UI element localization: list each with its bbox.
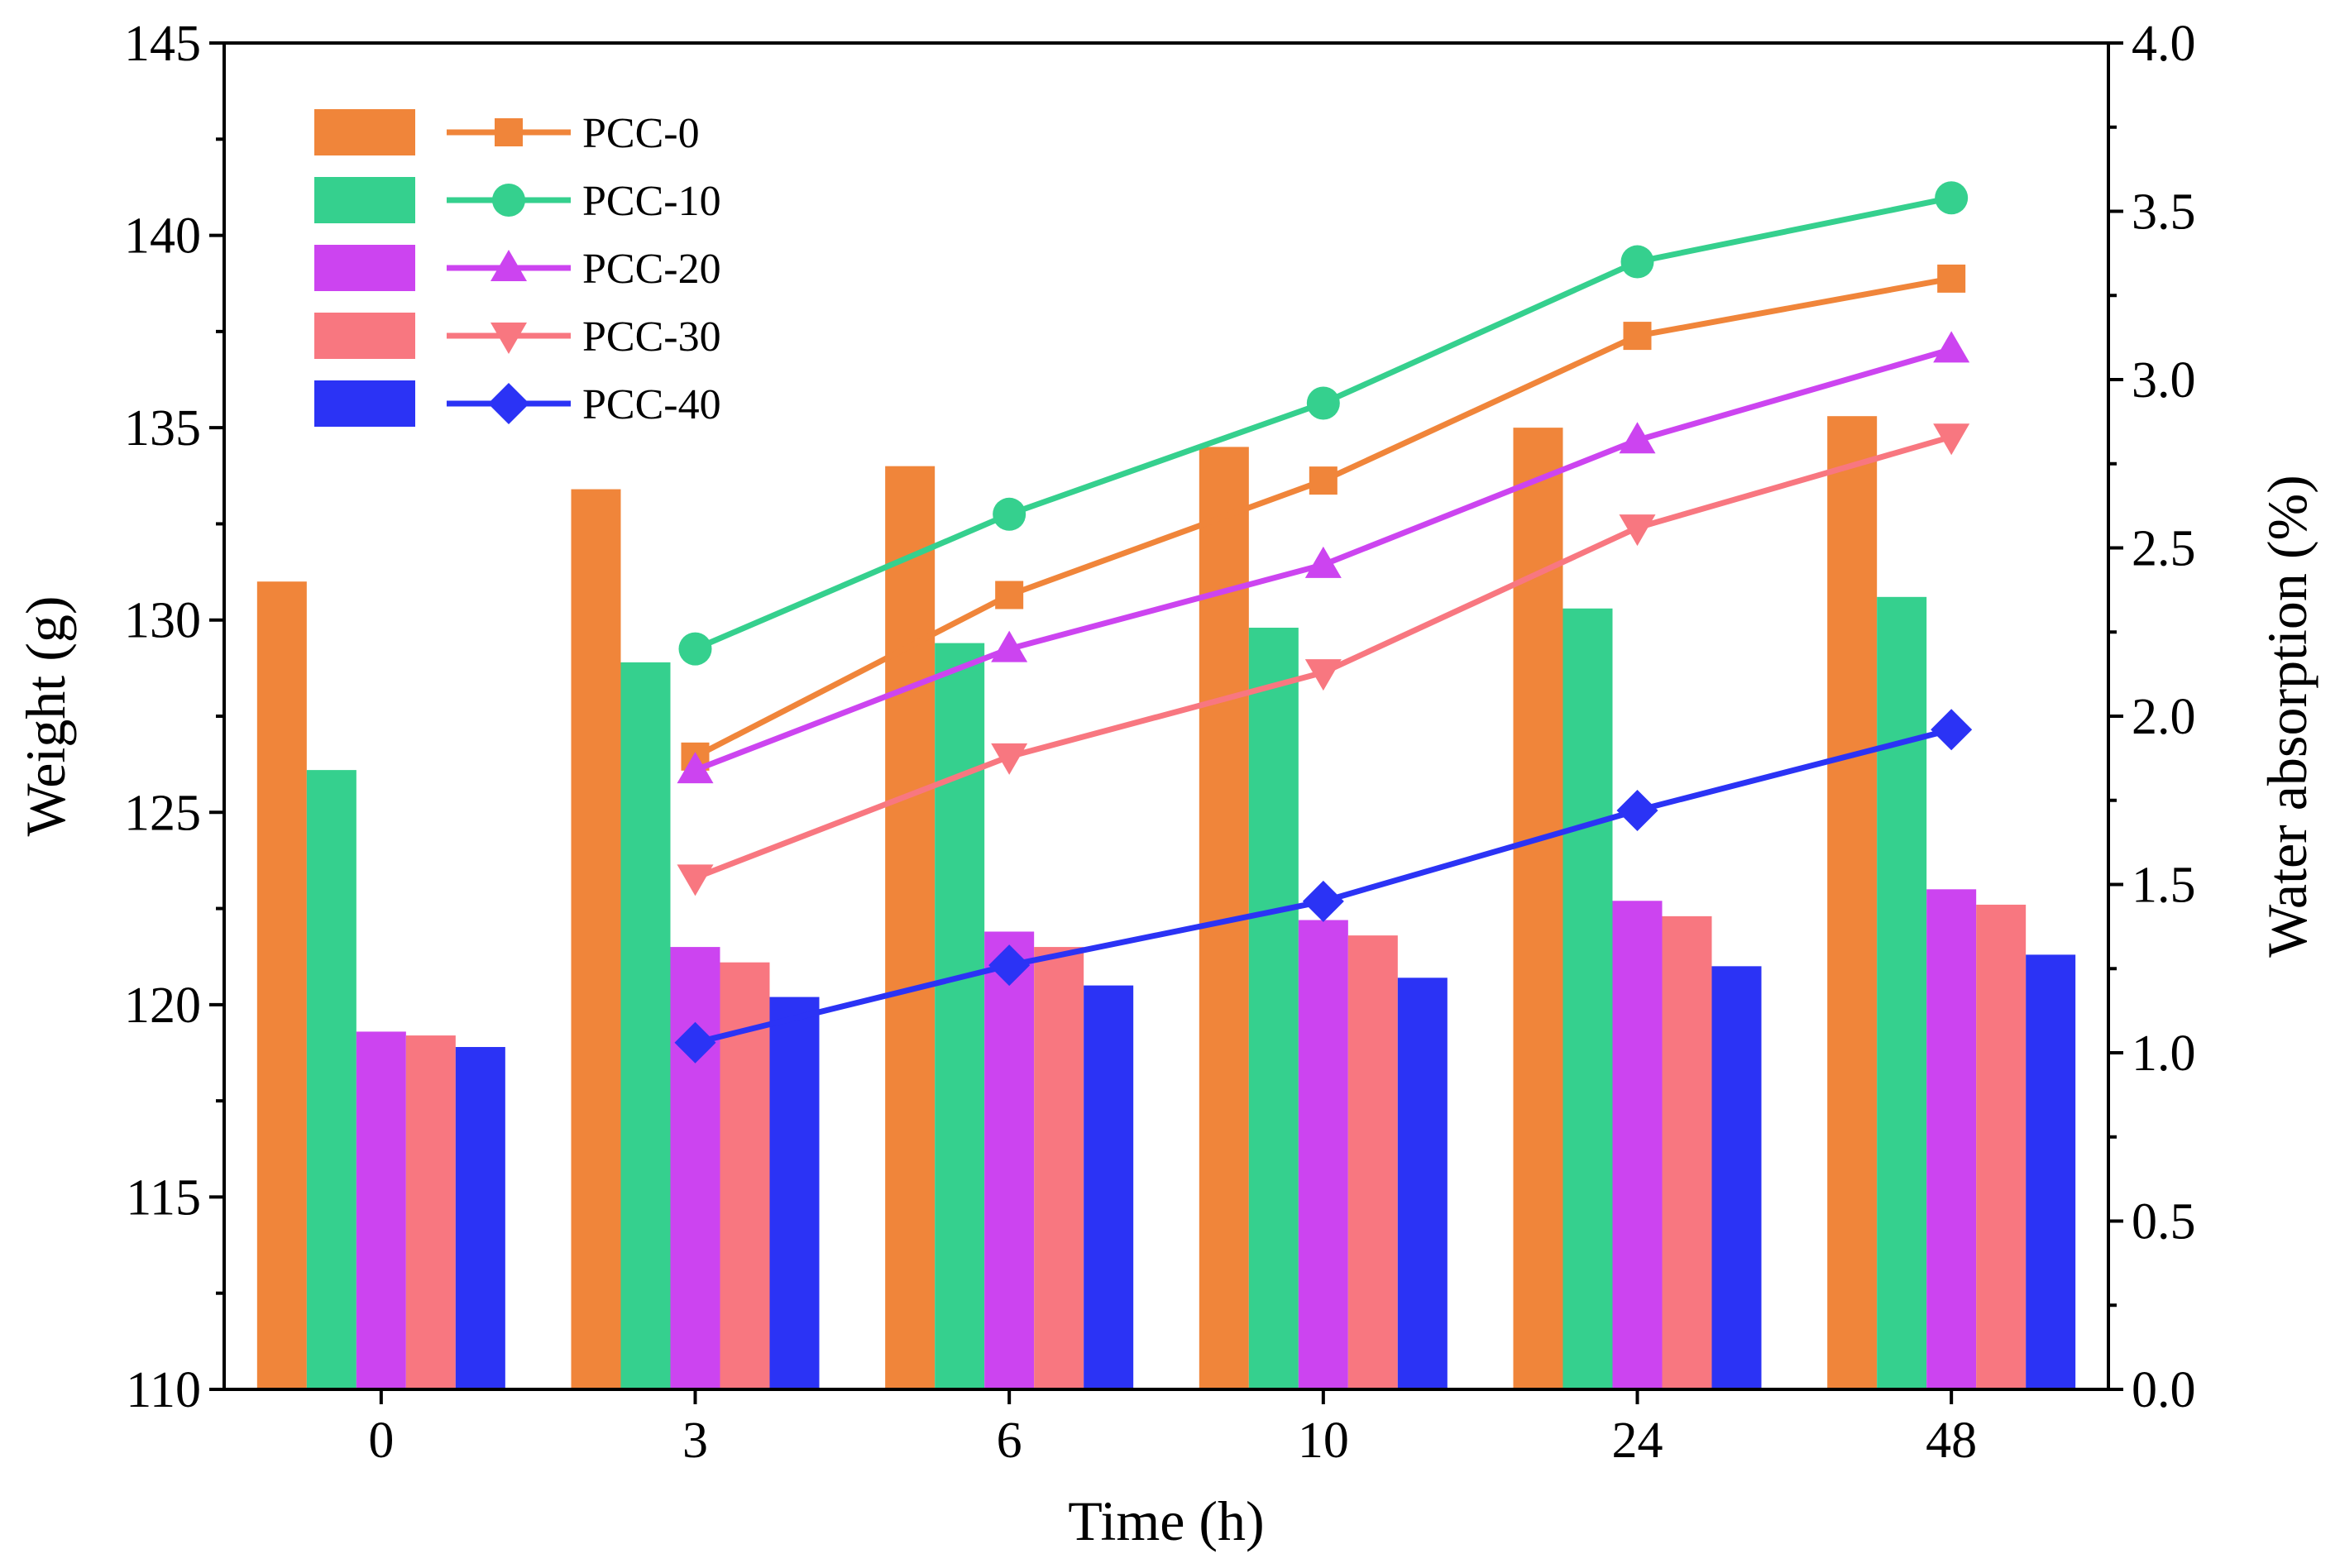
y-axis-left-title: Weight (g) <box>14 596 77 837</box>
point-pcc-10-t6 <box>993 497 1026 531</box>
bar-pcc-30-t24 <box>1662 915 1712 1389</box>
point-pcc-40-t10 <box>1302 880 1344 922</box>
line-pcc-10 <box>694 194 1952 652</box>
point-pcc-0-t10 <box>1309 466 1337 495</box>
legend-label-pcc-10: PCC-10 <box>582 178 721 225</box>
bar-pcc-30-t48 <box>1976 904 2027 1389</box>
legend-label-pcc-40: PCC-40 <box>582 381 721 428</box>
point-pcc-20-t6 <box>991 630 1028 662</box>
y-right-tick-label: 0.0 <box>2132 1362 2196 1418</box>
bar-layer <box>256 416 2076 1390</box>
legend: PCC-0 PCC-10 PCC-20 PCC-30 PCC-40 <box>314 109 721 428</box>
y-left-tick-label: 115 <box>126 1169 201 1226</box>
y-left-tick-label: 140 <box>124 208 201 265</box>
x-tick-label: 3 <box>682 1413 708 1469</box>
point-pcc-20-t3 <box>677 752 714 784</box>
point-pcc-40-t48 <box>1931 709 1973 751</box>
legend-bar-swatch-pcc-20 <box>314 245 415 291</box>
point-pcc-40-t24 <box>1616 789 1658 831</box>
point-pcc-20-t10 <box>1304 546 1342 578</box>
legend-marker-pcc-0 <box>495 118 523 146</box>
point-pcc-0-t6 <box>995 581 1024 610</box>
y-right-tick-label: 3.0 <box>2132 352 2196 409</box>
bar-pcc-20-t10 <box>1298 920 1348 1389</box>
bar-pcc-40-t24 <box>1711 966 1762 1389</box>
legend-marker-pcc-10 <box>492 184 525 217</box>
point-pcc-10-t3 <box>678 632 712 666</box>
y-left-tick-label: 110 <box>126 1362 201 1418</box>
bar-pcc-40-t0 <box>455 1047 505 1389</box>
point-pcc-40-t6 <box>988 944 1031 987</box>
y-left-tick-label: 130 <box>124 593 201 649</box>
point-pcc-30-t48 <box>1933 423 1970 456</box>
point-pcc-30-t10 <box>1304 659 1342 691</box>
legend-marker-pcc-30 <box>490 323 527 354</box>
x-tick-label: 48 <box>1926 1413 1977 1469</box>
y-right-tick-label: 3.5 <box>2132 184 2196 241</box>
x-tick-label: 6 <box>997 1413 1022 1469</box>
line-layer <box>674 181 1973 1064</box>
x-tick-label: 10 <box>1298 1413 1349 1469</box>
y-left-tick-label: 125 <box>124 785 201 841</box>
y-right-tick-label: 2.0 <box>2132 689 2196 745</box>
x-tick-label: 0 <box>368 1413 394 1469</box>
legend-bar-swatch-pcc-10 <box>314 177 415 223</box>
y-right-tick-label: 1.5 <box>2132 858 2196 914</box>
legend-marker-pcc-40 <box>488 383 529 424</box>
point-pcc-40-t3 <box>674 1021 716 1064</box>
legend-marker-pcc-20 <box>490 250 527 281</box>
bar-pcc-0-t24 <box>1513 428 1563 1390</box>
legend-label-pcc-30: PCC-30 <box>582 313 721 361</box>
y-left-tick-label: 145 <box>124 16 201 72</box>
point-pcc-10-t24 <box>1620 245 1654 279</box>
y-right-tick-label: 0.5 <box>2132 1194 2196 1250</box>
point-pcc-0-t24 <box>1623 322 1652 351</box>
legend-bar-swatch-pcc-40 <box>314 380 415 427</box>
y-right-tick-label: 4.0 <box>2132 16 2196 72</box>
legend-label-pcc-20: PCC-20 <box>582 246 721 293</box>
bar-pcc-10-t24 <box>1562 608 1613 1389</box>
bar-pcc-40-t10 <box>1397 978 1448 1389</box>
bar-pcc-10-t3 <box>620 662 671 1389</box>
bar-pcc-10-t0 <box>306 770 357 1389</box>
y-axis-right-title: Water absorption (%) <box>2256 475 2318 958</box>
bar-pcc-40-t48 <box>2026 954 2076 1389</box>
bar-pcc-40-t3 <box>769 997 820 1389</box>
bar-pcc-20-t24 <box>1612 901 1663 1389</box>
bar-pcc-20-t6 <box>984 931 1035 1389</box>
point-pcc-30-t6 <box>991 743 1028 775</box>
y-right-tick-label: 2.5 <box>2132 521 2196 577</box>
bar-pcc-0-t0 <box>256 581 307 1389</box>
y-left-tick-label: 135 <box>124 400 201 457</box>
bar-pcc-30-t0 <box>405 1035 456 1389</box>
bar-pcc-20-t3 <box>670 947 720 1389</box>
bar-pcc-40-t6 <box>1084 985 1134 1389</box>
legend-bar-swatch-pcc-0 <box>314 109 415 155</box>
point-pcc-20-t24 <box>1619 422 1656 454</box>
point-pcc-0-t48 <box>1937 264 1966 293</box>
legend-label-pcc-0: PCC-0 <box>582 110 700 157</box>
bar-pcc-0-t48 <box>1827 416 1878 1389</box>
point-pcc-30-t24 <box>1619 514 1656 547</box>
point-pcc-30-t3 <box>677 864 714 896</box>
bar-pcc-0-t3 <box>571 489 621 1390</box>
bar-pcc-30-t10 <box>1347 935 1398 1389</box>
bar-pcc-10-t48 <box>1877 596 1927 1389</box>
axes-layer: 110 115 120 125 130 135 140 145 0.0 0.5 1.0 1.5 2.0 2… <box>124 16 2196 1469</box>
point-pcc-10-t10 <box>1306 386 1340 420</box>
point-pcc-20-t48 <box>1933 331 1970 363</box>
y-left-tick-label: 120 <box>124 978 201 1034</box>
x-axis-title: Time (h) <box>1068 1489 1264 1552</box>
bar-pcc-10-t6 <box>935 643 985 1389</box>
x-tick-label: 24 <box>1612 1413 1663 1469</box>
legend-bar-swatch-pcc-30 <box>314 313 415 359</box>
bar-pcc-30-t6 <box>1034 947 1084 1389</box>
bar-pcc-20-t48 <box>1926 889 1977 1389</box>
bar-pcc-10-t10 <box>1248 628 1299 1389</box>
bar-pcc-0-t6 <box>885 466 936 1389</box>
bar-pcc-20-t0 <box>356 1031 406 1389</box>
point-pcc-10-t48 <box>1935 181 1969 215</box>
y-right-tick-label: 1.0 <box>2132 1025 2196 1082</box>
